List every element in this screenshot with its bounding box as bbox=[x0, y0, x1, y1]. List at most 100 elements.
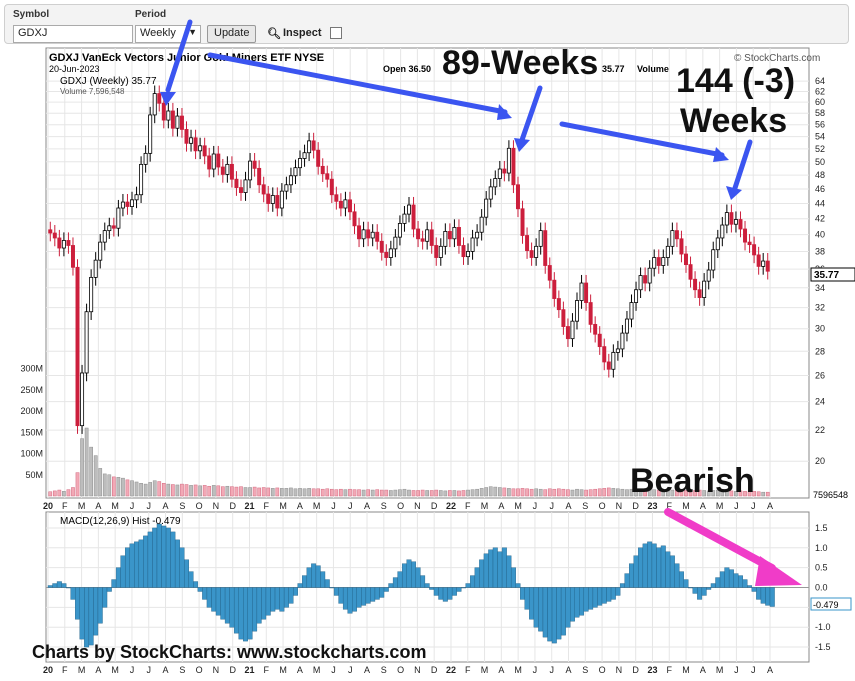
legend-volume: Volume 7,596,548 bbox=[60, 87, 125, 96]
volume-bar bbox=[48, 491, 53, 497]
volume-bar bbox=[125, 479, 130, 497]
volume-bar bbox=[715, 489, 720, 497]
macd-histogram-bar bbox=[211, 587, 217, 612]
macd-histogram-bar bbox=[678, 571, 684, 588]
candle bbox=[52, 232, 57, 239]
search-icon: 🔍︎ bbox=[267, 28, 281, 40]
x-tick-label: J bbox=[533, 501, 538, 511]
macd-histogram-bar bbox=[265, 587, 271, 616]
candle bbox=[48, 229, 53, 234]
macd-histogram-bar bbox=[470, 575, 476, 588]
volume-bar bbox=[479, 488, 484, 497]
volume-bar bbox=[516, 488, 520, 497]
macd-histogram-bar bbox=[256, 587, 262, 624]
x-tick-label: F bbox=[667, 501, 673, 511]
candle bbox=[111, 225, 116, 229]
macd-histogram-bar bbox=[656, 547, 662, 588]
candle bbox=[220, 166, 225, 175]
volume-bar bbox=[107, 474, 112, 497]
volume-bar bbox=[334, 489, 339, 497]
symbol-input[interactable]: GDXJ bbox=[13, 25, 133, 43]
macd-histogram-bar bbox=[733, 573, 739, 588]
x-tick-label: N bbox=[616, 501, 623, 511]
x-tick-label-bottom: N bbox=[414, 665, 421, 675]
volume-bar bbox=[448, 490, 452, 497]
arrow-89-weeks bbox=[519, 85, 543, 143]
update-button[interactable]: Update bbox=[207, 25, 257, 43]
candle bbox=[416, 228, 421, 240]
candle bbox=[152, 93, 157, 116]
macd-histogram-bar bbox=[424, 583, 430, 588]
candle bbox=[665, 245, 670, 258]
volume-bar bbox=[634, 489, 638, 497]
volume-bar bbox=[693, 490, 697, 497]
macd-histogram-bar bbox=[152, 527, 158, 588]
candle bbox=[229, 163, 234, 180]
macd-histogram-bar bbox=[524, 587, 530, 610]
volume-tick-label: 250M bbox=[20, 385, 43, 395]
volume-bar bbox=[616, 488, 620, 497]
macd-histogram-bar bbox=[429, 587, 435, 590]
price-tick-label: 40 bbox=[815, 230, 825, 240]
macd-histogram-bar bbox=[88, 587, 94, 646]
x-tick-label: O bbox=[599, 501, 606, 511]
candle bbox=[606, 361, 611, 370]
candle bbox=[479, 216, 484, 233]
macd-histogram-bar bbox=[56, 581, 62, 588]
candle bbox=[393, 236, 398, 250]
annotation-bearish: Bearish bbox=[630, 462, 755, 500]
macd-histogram-bar bbox=[497, 551, 503, 588]
x-tick-label-bottom: O bbox=[599, 665, 606, 675]
candle bbox=[684, 253, 688, 266]
macd-histogram-bar bbox=[742, 579, 748, 588]
candle bbox=[166, 110, 171, 121]
candle bbox=[89, 276, 94, 313]
macd-histogram-bar bbox=[97, 587, 103, 624]
volume-bar bbox=[656, 489, 661, 497]
macd-histogram-bar bbox=[297, 583, 303, 588]
candle bbox=[565, 326, 570, 340]
blue-arrows bbox=[165, 19, 753, 191]
candle bbox=[715, 237, 720, 251]
inspect-checkbox[interactable] bbox=[330, 27, 342, 39]
macd-histogram-bar bbox=[193, 581, 199, 588]
volume-bar bbox=[438, 490, 443, 497]
volume-bar bbox=[566, 489, 570, 497]
macd-histogram-bar bbox=[669, 555, 675, 588]
candle bbox=[543, 230, 548, 266]
volume-bar bbox=[211, 485, 216, 497]
macd-histogram-bar bbox=[674, 563, 680, 588]
macd-histogram-bar bbox=[651, 543, 657, 588]
volume-bar bbox=[743, 491, 747, 497]
macd-histogram-bar bbox=[293, 587, 298, 596]
volume-bar bbox=[198, 485, 202, 497]
volume-bar bbox=[202, 485, 207, 497]
volume-bar bbox=[175, 484, 180, 497]
candle bbox=[161, 102, 166, 121]
candle bbox=[647, 267, 652, 284]
volume-bar bbox=[171, 484, 175, 497]
macd-histogram-bar bbox=[501, 547, 507, 588]
candle bbox=[116, 207, 121, 229]
macd-histogram-bar bbox=[202, 587, 208, 600]
candle bbox=[493, 178, 498, 188]
macd-histogram-bar bbox=[606, 587, 612, 602]
price-tick-label: 26 bbox=[815, 370, 825, 380]
volume-bar bbox=[239, 486, 243, 497]
macd-histogram-bar bbox=[361, 587, 367, 606]
volume-bar bbox=[134, 481, 139, 497]
macd-tag bbox=[810, 597, 852, 611]
candle bbox=[293, 167, 298, 177]
volume-bar bbox=[729, 490, 734, 497]
x-tick-label: F bbox=[62, 501, 68, 511]
volume-bar bbox=[461, 490, 466, 497]
macd-histogram-bar bbox=[710, 583, 716, 588]
macd-histogram-bar bbox=[302, 575, 308, 588]
candle bbox=[602, 346, 607, 363]
macd-histogram-bar bbox=[415, 567, 421, 588]
volume-bar bbox=[62, 491, 66, 497]
macd-histogram-bar bbox=[347, 587, 353, 614]
volume-bar bbox=[388, 490, 393, 497]
candle bbox=[375, 231, 380, 242]
macd-histogram-bar bbox=[79, 587, 85, 640]
